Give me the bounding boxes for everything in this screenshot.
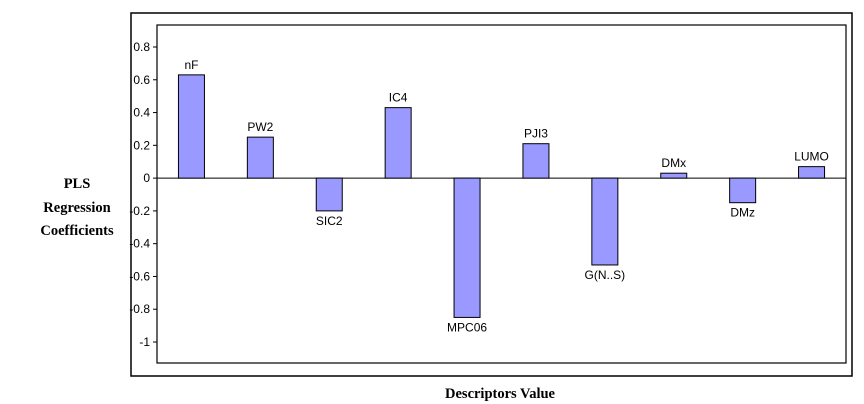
- y-tick-label: -0.4: [129, 237, 150, 251]
- bar-label-3: IC4: [389, 91, 408, 105]
- bar-label-2: SIC2: [316, 214, 343, 228]
- bar-label-9: LUMO: [794, 150, 829, 164]
- data-labels: nF PW2 SIC2 IC4 MPC06 PJI3 G(N..S) DMx DMz LUMO: [184, 58, 828, 335]
- y-tick-label: 0: [143, 171, 150, 185]
- bar-label-1: PW2: [247, 120, 273, 134]
- bar-label-7: DMx: [661, 156, 686, 170]
- bar-label-0: nF: [184, 58, 198, 72]
- y-tick-label: -0.6: [129, 269, 150, 283]
- bar-8: [729, 177, 757, 204]
- bar-label-6: G(N..S): [585, 268, 626, 282]
- y-tick-label: -0.8: [129, 302, 150, 316]
- y-tick-label: -1: [139, 335, 150, 349]
- bar-1: [246, 136, 274, 179]
- bar-6: [591, 177, 619, 266]
- y-tick-label: 0.6: [133, 73, 150, 87]
- bars: [177, 74, 826, 318]
- bar-label-5: PJI3: [524, 127, 548, 141]
- bar-2: [315, 177, 343, 212]
- bar-9: [798, 166, 826, 179]
- y-axis-title-line-1: PLS: [64, 176, 91, 192]
- bar-label-4: MPC06: [447, 320, 487, 334]
- bar-4: [453, 177, 481, 318]
- x-axis-title: Descriptors Value: [445, 386, 556, 402]
- y-tick-label: -0.2: [129, 204, 150, 218]
- y-axis-title-line-2: Regression: [43, 200, 110, 216]
- y-tick-label: 0.4: [133, 106, 150, 120]
- y-axis-title-line-3: Coefficients: [40, 223, 114, 239]
- y-tick-label: 0.2: [133, 138, 150, 152]
- y-tick-label: 0.8: [133, 40, 150, 54]
- bar-label-8: DMz: [730, 206, 755, 220]
- bar-7: [660, 172, 688, 179]
- bar-5: [522, 143, 550, 179]
- y-axis: 0.8 0.6 0.4 0.2 0 -0.2 -0.4 -0.6 -0.8 -1: [129, 25, 846, 363]
- bar-3: [384, 107, 412, 179]
- bar-0: [177, 74, 205, 179]
